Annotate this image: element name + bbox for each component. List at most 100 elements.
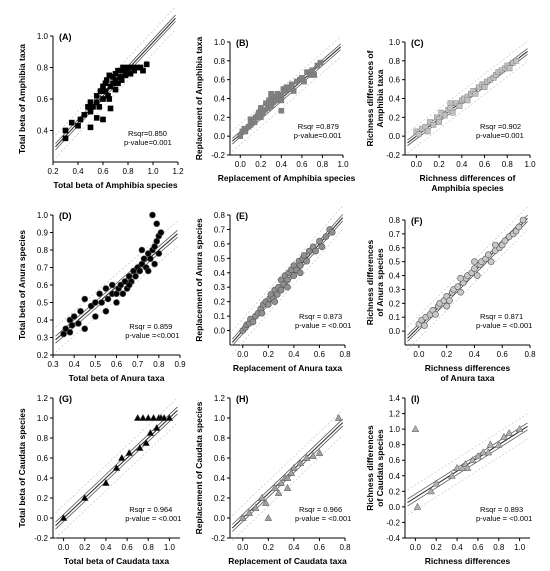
y-axis-label: Richness differences ofAmphibia taxa (365, 50, 385, 146)
data-point (93, 115, 100, 121)
panel-label: (H) (236, 394, 249, 404)
y-tick-label: -0.2 (211, 534, 225, 543)
y-tick-label: 0.0 (214, 132, 226, 141)
data-point (98, 299, 105, 306)
data-point (245, 508, 253, 516)
data-point (443, 302, 450, 310)
panel-label: (A) (59, 32, 72, 42)
data-point (491, 241, 499, 249)
data-point (62, 325, 69, 333)
y-tick-label: 0.0 (389, 327, 401, 336)
data-point (501, 237, 509, 245)
data-point (117, 453, 126, 461)
data-point (144, 267, 152, 275)
x-tick-label: 0.4 (276, 160, 288, 169)
data-point (311, 72, 318, 78)
y-tick-label: 0.6 (37, 281, 49, 290)
y-tick-label: 0.7 (37, 264, 49, 273)
data-point (142, 438, 150, 446)
data-point (464, 97, 471, 104)
x-axis-label: Richness differences of Anura taxa (425, 363, 511, 383)
x-tick-label: 0.2 (79, 543, 91, 552)
data-point (424, 128, 431, 135)
confidence-band-upper (232, 418, 343, 525)
data-point (75, 122, 81, 129)
y-tick-label: 0.6 (214, 240, 226, 249)
x-tick-label: 0.4 (100, 543, 112, 552)
data-point (278, 107, 285, 114)
x-tick-label: 0.0 (410, 543, 422, 552)
panel-label: (E) (236, 211, 248, 221)
x-tick-label: 1.0 (337, 160, 349, 169)
p-value-label: p-value = <0.001 (295, 321, 351, 330)
y-tick-label: 0.1 (214, 312, 226, 321)
x-tick-label: 0.6 (472, 543, 484, 552)
x-tick-label: 1.0 (164, 543, 176, 552)
data-point (135, 443, 144, 451)
y-tick-label: 0.4 (37, 316, 49, 325)
data-point (290, 272, 298, 279)
data-point (427, 119, 433, 125)
x-tick-label: 0.0 (235, 160, 247, 169)
data-point (427, 487, 435, 495)
rsqr-label: Rsqr = 0.966 (299, 505, 342, 514)
data-point (413, 502, 422, 510)
y-tick-label: 0.5 (37, 299, 49, 308)
y-tick-label: 1.2 (214, 394, 226, 403)
x-tick-label: 0.4 (72, 167, 84, 176)
data-point (473, 272, 481, 279)
y-tick-label: 0.9 (37, 229, 49, 238)
data-point (334, 413, 343, 421)
y-tick-label: 0.3 (389, 285, 401, 294)
data-point (471, 258, 478, 265)
data-point (127, 70, 134, 77)
data-point (447, 100, 454, 107)
data-point (453, 463, 461, 471)
x-tick-label: 0.8 (143, 543, 155, 552)
data-point (107, 105, 114, 112)
data-point (102, 478, 110, 486)
data-point (432, 479, 441, 487)
data-point (108, 281, 116, 289)
x-tick-label: 0.8 (524, 350, 536, 359)
prediction-band-lower (407, 229, 528, 350)
y-tick-label: 0.7 (389, 230, 401, 239)
data-point (77, 116, 84, 123)
panel-g: 0.0 0.2 0.4 0.6 0.8 1.0 -0.2 0.0 0.2 0.4 0.6 0.8 1.0… (17, 394, 181, 566)
data-point (66, 328, 74, 336)
data-point (485, 251, 492, 259)
data-point (436, 119, 442, 125)
y-tick-label: 1.2 (389, 410, 401, 419)
y-axis-label: Replacement of Caudata species (194, 401, 204, 534)
data-point (312, 247, 319, 255)
x-tick-label: 0.0 (237, 350, 249, 359)
data-point (301, 78, 307, 85)
x-tick-label: 0.0 (237, 543, 249, 552)
prediction-band-upper (232, 409, 343, 516)
panel-label: (B) (236, 38, 249, 48)
y-tick-label: -0.2 (386, 518, 400, 527)
data-point (96, 290, 103, 298)
x-tick-label: 0.6 (314, 350, 326, 359)
x-tick-label: 0.9 (174, 360, 186, 369)
x-tick-label: 1.0 (147, 167, 159, 176)
data-point (70, 313, 78, 320)
p-value-label: p-value=0.001 (294, 131, 342, 140)
data-point (283, 483, 292, 491)
prediction-band-lower (407, 61, 528, 154)
y-tick-label: 0.6 (389, 244, 401, 253)
data-point (468, 456, 477, 464)
y-tick-label: 0.6 (389, 76, 401, 85)
data-point (136, 267, 144, 275)
data-point (302, 453, 311, 461)
x-tick-label: 0.8 (122, 167, 134, 176)
x-axis-label: Total beta of Anura taxa (69, 373, 165, 383)
y-tick-label: 0.0 (214, 327, 226, 336)
y-tick-label: 0.3 (37, 334, 49, 343)
data-point (309, 451, 317, 459)
data-point (146, 428, 155, 436)
data-point (472, 90, 479, 97)
y-tick-label: 0.8 (214, 57, 226, 66)
data-point (296, 269, 304, 277)
data-point (249, 318, 257, 326)
